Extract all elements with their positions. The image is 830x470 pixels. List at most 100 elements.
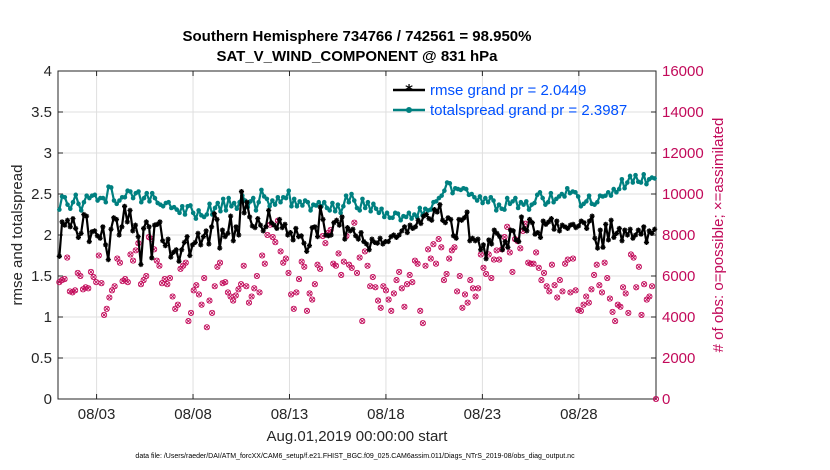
obs-assimilated-point xyxy=(312,281,318,287)
totalspread-point xyxy=(382,214,387,220)
obs-possible-point xyxy=(103,305,110,312)
rmse-point xyxy=(507,227,514,233)
totalspread-point xyxy=(428,207,434,212)
obs-possible-point xyxy=(190,287,197,294)
rmse-point xyxy=(149,255,155,261)
obs-possible-point xyxy=(496,256,503,263)
obs-assimilated-point xyxy=(536,265,542,271)
obs-possible-point xyxy=(598,289,606,296)
obs-assimilated-point xyxy=(596,282,602,288)
totalspread-point xyxy=(188,203,193,208)
rmse-point xyxy=(168,254,174,260)
rmse-point xyxy=(176,258,182,264)
rmse-point xyxy=(170,249,177,255)
rmse-point xyxy=(537,234,544,241)
obs-assimilated-point xyxy=(552,282,558,288)
obs-assimilated-point xyxy=(607,296,613,302)
rmse-point xyxy=(252,225,258,231)
rmse-point xyxy=(64,217,71,223)
obs-possible-point xyxy=(306,290,313,297)
rmse-point xyxy=(613,230,620,236)
obs-possible-point xyxy=(206,297,213,304)
rmse-point xyxy=(401,224,408,230)
totalspread-point xyxy=(368,208,373,214)
obs-possible-point xyxy=(414,260,421,267)
rmse-point xyxy=(399,228,405,234)
rmse-point xyxy=(233,224,239,230)
obs-assimilated-point xyxy=(64,255,70,261)
obs-assimilated-point xyxy=(633,284,639,290)
y-axis-label-right: # of obs: o=possible; ×=assimilated xyxy=(710,118,727,353)
rmse-point xyxy=(475,236,481,242)
obs-assimilated-point xyxy=(249,293,255,300)
totalspread-point xyxy=(633,172,638,178)
totalspread-point xyxy=(330,200,335,206)
obs-possible-point xyxy=(506,249,513,256)
obs-possible-point xyxy=(195,291,202,298)
y-tick-label-left: 3.5 xyxy=(31,104,52,121)
rmse-point xyxy=(127,207,133,213)
rmse-point xyxy=(257,222,264,228)
obs-assimilated-point xyxy=(578,308,584,314)
rmse-point xyxy=(578,218,584,224)
rmse-point xyxy=(295,234,302,240)
obs-possible-point xyxy=(245,299,253,306)
obs-assimilated-point xyxy=(307,290,313,296)
totalspread-point xyxy=(253,208,259,213)
obs-possible-point xyxy=(398,285,405,292)
obs-assimilated-point xyxy=(646,293,652,300)
obs-assimilated-point xyxy=(478,251,484,257)
obs-assimilated-point xyxy=(470,285,476,291)
totalspread-point xyxy=(270,198,275,203)
obs-possible-point xyxy=(259,252,266,259)
obs-possible-point xyxy=(461,291,469,298)
totalspread-point xyxy=(144,190,150,196)
obs-assimilated-point xyxy=(475,285,481,291)
obs-possible-point xyxy=(338,271,345,279)
obs-assimilated-point xyxy=(401,304,407,310)
totalspread-point xyxy=(264,196,270,202)
rmse-point xyxy=(464,209,470,215)
rmse-point xyxy=(241,210,247,216)
totalspread-point xyxy=(594,199,600,205)
totalspread-point xyxy=(477,194,483,199)
rmse-point xyxy=(382,238,389,245)
chart-subtitle: SAT_V_WIND_COMPONENT @ 831 hPa xyxy=(216,48,498,65)
rmse-point xyxy=(551,226,557,232)
obs-assimilated-point xyxy=(291,306,297,312)
obs-assimilated-point xyxy=(278,248,284,254)
rmse-point xyxy=(445,215,451,221)
totalspread-point xyxy=(349,191,354,197)
totalspread-point xyxy=(362,205,368,211)
rmse-point xyxy=(116,232,122,238)
obs-assimilated-point xyxy=(430,241,436,247)
obs-possible-point xyxy=(393,277,400,284)
rmse-point xyxy=(415,217,421,223)
obs-assimilated-point xyxy=(467,277,473,283)
rmse-point xyxy=(206,241,212,247)
obs-assimilated-point xyxy=(483,271,489,277)
rmse-point xyxy=(589,213,595,219)
rmse-point xyxy=(70,216,76,222)
obs-possible-point xyxy=(593,261,600,268)
obs-possible-point xyxy=(116,259,123,266)
obs-assimilated-point xyxy=(85,285,91,291)
obs-possible-point xyxy=(440,277,447,284)
obs-assimilated-point xyxy=(620,284,626,290)
rmse-point xyxy=(211,211,217,217)
totalspread-point xyxy=(335,202,341,207)
obs-assimilated-point xyxy=(201,275,207,281)
totalspread-point xyxy=(442,188,447,194)
obs-possible-point xyxy=(261,260,268,267)
obs-possible-point xyxy=(467,277,474,284)
rmse-point xyxy=(219,227,226,233)
totalspread-point xyxy=(70,199,76,205)
x-tick-label: 08/23 xyxy=(464,406,502,423)
y-tick-label-right: 12000 xyxy=(662,145,704,162)
obs-assimilated-point xyxy=(459,305,465,311)
obs-possible-point xyxy=(169,293,176,300)
obs-possible-point xyxy=(430,241,437,248)
obs-possible-point xyxy=(61,276,68,283)
obs-assimilated-point xyxy=(407,272,413,278)
rmse-point xyxy=(513,237,519,243)
